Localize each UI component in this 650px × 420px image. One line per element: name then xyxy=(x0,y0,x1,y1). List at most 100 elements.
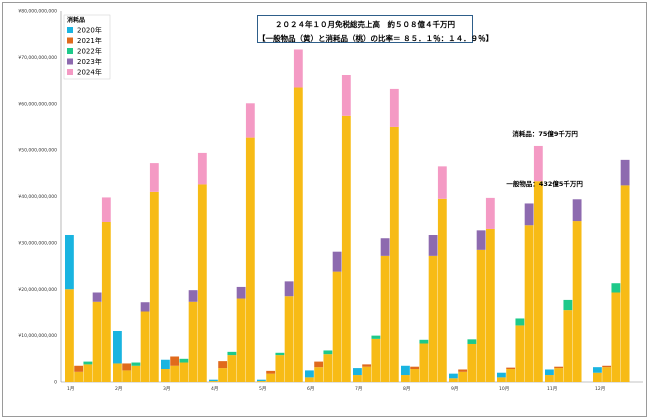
bar-consumables xyxy=(332,251,342,272)
bar-consumables xyxy=(209,379,218,382)
y-tick-label: ¥30,000,000,000 xyxy=(18,240,57,246)
bar-consumables xyxy=(257,379,266,382)
bar-general xyxy=(515,325,525,382)
month-label: 7月 xyxy=(355,386,362,392)
bar-general xyxy=(305,377,314,382)
bar-consumables xyxy=(323,350,333,355)
bar-consumables xyxy=(362,364,372,367)
bar-consumables xyxy=(293,49,303,88)
bar-consumables xyxy=(353,368,362,376)
legend-label: 2023年 xyxy=(77,57,102,66)
bar-general xyxy=(371,338,381,382)
bar-consumables xyxy=(545,369,554,376)
bar-general xyxy=(140,311,150,382)
bar-general xyxy=(476,249,486,382)
bar-general xyxy=(170,365,180,382)
bar-general xyxy=(458,371,468,382)
bar-general xyxy=(602,367,612,382)
legend-label: 2020年 xyxy=(77,26,102,35)
y-tick-label: ¥60,000,000,000 xyxy=(18,101,57,107)
bar-general xyxy=(620,185,630,382)
bar-general xyxy=(389,126,399,382)
bar-consumables xyxy=(563,299,573,311)
y-tick-label: ¥50,000,000,000 xyxy=(18,148,57,154)
bar-general xyxy=(554,368,564,382)
bar-general xyxy=(188,301,198,382)
chart-title-box: ２０２４年１０月免税総売上高 約５０８億４千万円 【一般物品（黄）と消耗品（桃）… xyxy=(257,15,493,43)
bar-general xyxy=(545,375,554,382)
legend-label: 2022年 xyxy=(77,47,102,56)
month-label: 4月 xyxy=(211,386,218,392)
y-tick-label: 0 xyxy=(54,380,57,386)
bar-consumables xyxy=(419,339,429,344)
y-tick-label: ¥20,000,000,000 xyxy=(18,287,57,293)
bar-general xyxy=(149,191,159,382)
month-label: 9月 xyxy=(451,386,458,392)
legend-label: 2021年 xyxy=(77,36,102,45)
bar-general xyxy=(275,355,285,382)
bar-consumables xyxy=(227,351,237,356)
bar-general xyxy=(428,255,438,382)
month-label: 5月 xyxy=(259,386,266,392)
bar-consumables xyxy=(305,370,314,378)
y-tick-label: ¥40,000,000,000 xyxy=(18,194,57,200)
legend-box xyxy=(63,14,111,80)
bar-general xyxy=(113,363,122,382)
month-label: 11月 xyxy=(547,386,557,392)
bar-consumables xyxy=(554,366,564,369)
bar-consumables xyxy=(410,366,420,370)
bar-general xyxy=(437,198,447,382)
month-label: 12月 xyxy=(595,386,605,392)
bar-consumables xyxy=(218,361,228,369)
y-tick-label: ¥10,000,000,000 xyxy=(18,333,57,339)
bar-consumables xyxy=(524,203,534,226)
bar-general xyxy=(524,225,534,382)
bar-consumables xyxy=(497,372,506,378)
bar-consumables xyxy=(74,365,84,372)
bar-consumables xyxy=(65,234,74,290)
legend-swatch xyxy=(67,27,73,33)
bar-general xyxy=(380,255,390,382)
bar-consumables xyxy=(389,88,399,127)
month-label: 10月 xyxy=(499,386,509,392)
bar-consumables xyxy=(533,145,543,182)
month-label: 1月 xyxy=(67,386,74,392)
y-tick-label: ¥70,000,000,000 xyxy=(18,55,57,61)
bar-general xyxy=(533,181,543,382)
bar-general xyxy=(284,296,294,382)
bar-general xyxy=(506,369,516,382)
bar-general xyxy=(314,367,324,382)
bar-consumables xyxy=(611,283,621,293)
legend-swatch xyxy=(67,69,73,75)
bar-consumables xyxy=(275,352,285,356)
bar-general xyxy=(92,301,102,382)
bar-consumables xyxy=(197,152,207,185)
bar-general xyxy=(197,184,207,382)
bar-general xyxy=(362,366,372,382)
bar-general xyxy=(161,369,170,382)
bar-consumables xyxy=(401,365,410,376)
bar-consumables xyxy=(170,356,180,366)
bar-general xyxy=(179,362,189,382)
bar-consumables xyxy=(266,370,276,374)
bar-consumables xyxy=(476,230,486,250)
bar-consumables xyxy=(341,74,351,116)
bar-consumables xyxy=(593,367,602,373)
bar-general xyxy=(353,375,362,382)
bar-general xyxy=(209,381,218,382)
bar-general xyxy=(593,372,602,382)
bar-consumables xyxy=(506,367,516,370)
bar-general xyxy=(449,378,458,382)
bar-general xyxy=(227,355,237,382)
bar-general xyxy=(485,228,495,382)
bar-consumables xyxy=(161,359,170,370)
bar-general xyxy=(572,221,582,382)
bar-consumables xyxy=(515,318,525,326)
bar-consumables xyxy=(149,163,159,192)
bar-consumables xyxy=(92,292,102,302)
bar-general xyxy=(266,373,276,382)
bar-consumables xyxy=(113,330,122,364)
bar-general xyxy=(467,343,477,382)
bar-consumables xyxy=(179,358,189,363)
